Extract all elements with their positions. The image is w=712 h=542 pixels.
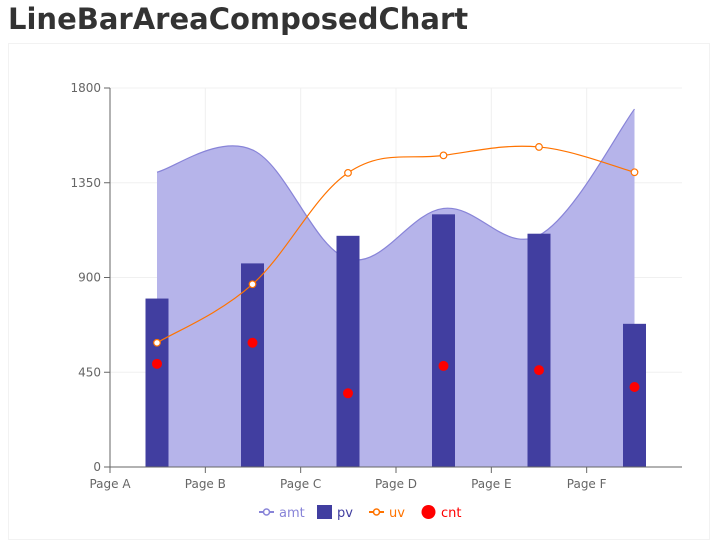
bar-pv-page-b	[241, 263, 264, 467]
legend-label-amt: amt	[279, 506, 305, 521]
chart-frame	[8, 43, 710, 540]
x-tick-label: Page E	[471, 477, 511, 491]
y-tick-label: 900	[78, 271, 101, 285]
x-tick-label: Page F	[567, 477, 607, 491]
bar-pv-page-d	[432, 214, 455, 467]
area-amt-line	[156, 108, 635, 261]
scatter-cnt-point-page-f	[629, 381, 640, 392]
x-tick-label: Page B	[185, 477, 226, 491]
y-tick-label: 450	[78, 365, 101, 379]
y-tick-label: 1350	[70, 176, 101, 190]
page-title: LineBarAreaComposedChart	[8, 2, 469, 36]
legend-icon-cnt	[421, 505, 436, 519]
line-uv-point-page-d	[439, 151, 448, 160]
scatter-series-cnt	[152, 337, 640, 399]
legend-label-cnt: cnt	[441, 506, 461, 521]
axes: 0 450 900 1350 1800 Page A Page B Page C Page D P…	[70, 81, 682, 491]
legend-label-pv: pv	[337, 506, 353, 521]
line-uv-point-page-f	[630, 168, 639, 177]
line-uv-point-page-c	[344, 168, 352, 177]
bar-pv-page-c	[336, 235, 360, 467]
x-tick-label: Page C	[280, 477, 321, 491]
line-series-uv	[153, 143, 639, 347]
bar-pv-page-f	[623, 323, 646, 467]
legend: amt pv uv cnt	[259, 505, 461, 521]
line-uv-point-page-e	[535, 143, 543, 151]
scatter-cnt-point-page-a	[152, 358, 162, 369]
scatter-cnt-point-page-d	[438, 360, 449, 371]
y-tick-label: 1800	[70, 81, 101, 95]
y-tick-label: 0	[93, 460, 101, 474]
scatter-cnt-point-page-b	[247, 337, 258, 348]
legend-icon-pv	[317, 505, 332, 519]
bar-series-pv	[145, 214, 646, 467]
x-tick-label: Page D	[375, 477, 417, 491]
x-tick-label: Page A	[89, 477, 131, 491]
line-uv-point-page-a	[153, 338, 161, 347]
legend-item-uv: uv	[369, 506, 405, 521]
line-uv-point-page-b	[248, 280, 257, 289]
scatter-cnt-point-page-c	[343, 388, 353, 399]
area-series-amt	[156, 108, 635, 468]
legend-item-cnt: cnt	[421, 505, 461, 521]
bar-pv-page-e	[527, 233, 551, 467]
legend-item-amt: amt	[259, 506, 305, 521]
legend-label-uv: uv	[389, 506, 405, 521]
bar-pv-page-a	[145, 298, 169, 467]
legend-item-pv: pv	[317, 505, 353, 521]
area-amt-fill	[157, 109, 635, 468]
scatter-cnt-point-page-e	[534, 365, 544, 376]
